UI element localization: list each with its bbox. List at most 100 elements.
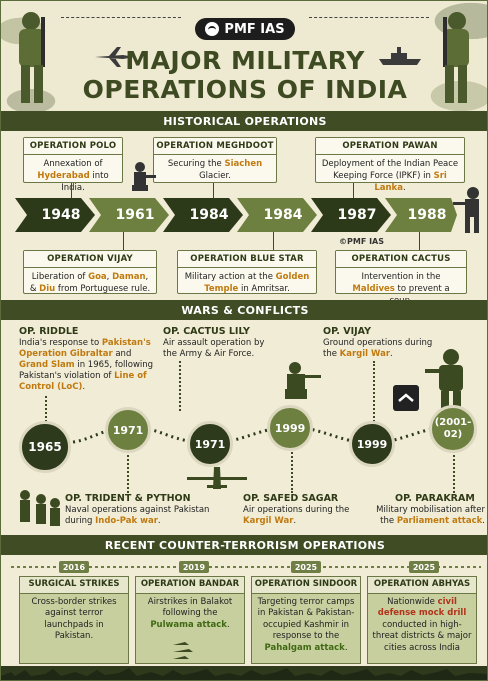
year-label: 1948 — [41, 207, 81, 223]
war-node: 1999 — [267, 405, 313, 451]
wars-timeline-path — [60, 425, 452, 445]
watermark-text: ©PMF IAS — [339, 237, 385, 246]
dotted-connector — [45, 396, 47, 422]
war-node: 1999 — [349, 421, 395, 467]
box-operation-blue-star: OPERATION BLUE STAR Military action at t… — [177, 250, 317, 294]
box-surgical-strikes: SURGICAL STRIKES Cross-border strikes ag… — [19, 576, 129, 664]
op-riddle-text: India's response to Pakistan's Operation… — [19, 338, 154, 392]
section-band-wars: WARS & CONFLICTS — [1, 300, 487, 320]
section-band-counter-terror: RECENT COUNTER-TERRORISM OPERATIONS — [1, 535, 487, 555]
dotted-connector — [127, 451, 129, 493]
year-label: 1984 — [263, 207, 303, 223]
year-arrow-1 — [15, 198, 95, 232]
op-cactus-lily-title: OP. CACTUS LILY — [163, 326, 250, 337]
box-title: OPERATION VIJAY — [24, 251, 156, 268]
op-vijay-title: OP. VIJAY — [323, 326, 371, 337]
barbed-wire-right — [309, 17, 429, 25]
box-title: OPERATION BLUE STAR — [178, 251, 316, 268]
title-line-1: MAJOR MILITARY — [125, 46, 365, 75]
year-label: 1984 — [189, 207, 229, 223]
barbed-wire-left — [61, 17, 181, 25]
op-parakram-title: OP. PARAKRAM — [395, 493, 475, 504]
box-title: OPERATION CACTUS — [336, 251, 466, 268]
title-line-2: OPERATIONS OF INDIA — [82, 75, 408, 104]
box-text: Nationwide civil defense mock drill cond… — [372, 596, 472, 653]
counter-terror-timeline-line — [11, 566, 481, 568]
connector-line — [419, 232, 420, 250]
jets-formation-icon — [173, 642, 193, 659]
year-label: 1961 — [115, 207, 155, 223]
fighter-jet-front-icon — [187, 467, 247, 489]
box-operation-pawan: OPERATION PAWAN Deployment of the Indian… — [315, 137, 465, 193]
box-operation-cactus: OPERATION CACTUS Intervention in the Mal… — [335, 250, 467, 306]
op-trident-python-title: OP. TRIDENT & PYTHON — [65, 493, 191, 504]
op-parakram-text: Military mobilisation after the Parliame… — [376, 505, 485, 526]
op-trident-python-text: Naval operations against Pakistan during… — [65, 505, 210, 526]
year-arrow-5 — [311, 198, 391, 232]
historical-timeline-arrows — [15, 198, 457, 232]
year-arrow-2 — [89, 198, 169, 232]
box-text: Deployment of the Indian Peace Keeping F… — [321, 159, 459, 193]
box-operation-abhyas: OPERATION ABHYAS Nationwide civil defens… — [367, 576, 477, 664]
year-arrow-3 — [163, 198, 243, 232]
box-text: Annexation of Hyderabad into India. — [37, 159, 109, 193]
year-tag: 2019 — [179, 561, 209, 573]
connector-line — [213, 183, 214, 198]
op-cactus-lily-text: Air assault operation by the Army & Air … — [163, 338, 265, 359]
dotted-connector — [291, 445, 293, 493]
box-operation-polo: OPERATION POLO Annexation of Hyderabad i… — [23, 137, 123, 193]
box-text: Cross-border strikes against terror laun… — [31, 596, 117, 642]
box-operation-sindoor: OPERATION SINDOOR Targeting terror camps… — [251, 576, 361, 664]
year-tag: 2025 — [409, 561, 439, 573]
aiming-soldier-icon — [453, 187, 479, 233]
box-operation-bandar: OPERATION BANDAR Airstrikes in Balakot f… — [135, 576, 245, 664]
dotted-connector — [373, 361, 375, 425]
year-label: 1987 — [337, 207, 377, 223]
box-text: Targeting terror camps in Pakistan & Pak… — [257, 596, 355, 653]
year-arrow-6 — [385, 198, 457, 232]
soldier-right-icon — [443, 12, 469, 103]
kneeling-soldier-icon — [132, 162, 156, 191]
war-node: 1965 — [19, 421, 71, 473]
fighter-jet-icon — [95, 47, 135, 67]
box-text: Airstrikes in Balakot following the Pulw… — [147, 596, 233, 630]
year-label: 1988 — [407, 207, 447, 223]
section-band-historical: HISTORICAL OPERATIONS — [1, 111, 487, 131]
op-vijay-text: Ground operations during the Kargil War. — [323, 338, 433, 359]
logo-mark-icon — [205, 22, 220, 36]
box-title: SURGICAL STRIKES — [20, 577, 128, 594]
year-arrow-4 — [237, 198, 317, 232]
box-title: OPERATION SINDOOR — [252, 577, 360, 594]
box-title: OPERATION POLO — [24, 138, 122, 155]
war-node: 1971 — [187, 421, 233, 467]
war-node: (2001-02) — [429, 405, 477, 453]
connector-line — [353, 183, 354, 198]
year-tag: 2016 — [59, 561, 89, 573]
logo-text: PMF IAS — [224, 21, 285, 37]
op-safed-sagar-text: Air operations during the Kargil War. — [243, 505, 350, 526]
connector-line — [71, 183, 72, 198]
dotted-connector — [453, 447, 455, 493]
pmf-badge-icon — [393, 385, 419, 411]
soldier-group-icon — [20, 490, 60, 526]
box-title: OPERATION ABHYAS — [368, 577, 476, 594]
infantry-soldier-icon — [285, 362, 321, 399]
war-node: 1971 — [105, 407, 151, 453]
box-title: OPERATION PAWAN — [316, 138, 464, 155]
box-text: Securing the Siachen Glacier. — [167, 159, 263, 181]
op-riddle-title: OP. RIDDLE — [19, 326, 79, 337]
soldier-left-icon — [19, 12, 45, 103]
armed-soldier-icon — [425, 349, 463, 415]
warship-icon — [379, 47, 421, 65]
box-operation-vijay: OPERATION VIJAY Liberation of Goa, Daman… — [23, 250, 157, 294]
connector-line — [273, 232, 274, 250]
soldier-silhouette-strip — [1, 666, 487, 680]
box-text: Liberation of Goa, Daman, & Diu from Por… — [29, 272, 151, 294]
pmf-ias-logo: PMF IAS — [195, 18, 295, 40]
connector-line — [123, 232, 124, 250]
box-title: OPERATION MEGHDOOT — [154, 138, 276, 155]
year-tag: 2025 — [291, 561, 321, 573]
box-title: OPERATION BANDAR — [136, 577, 244, 594]
dotted-connector — [179, 361, 181, 411]
